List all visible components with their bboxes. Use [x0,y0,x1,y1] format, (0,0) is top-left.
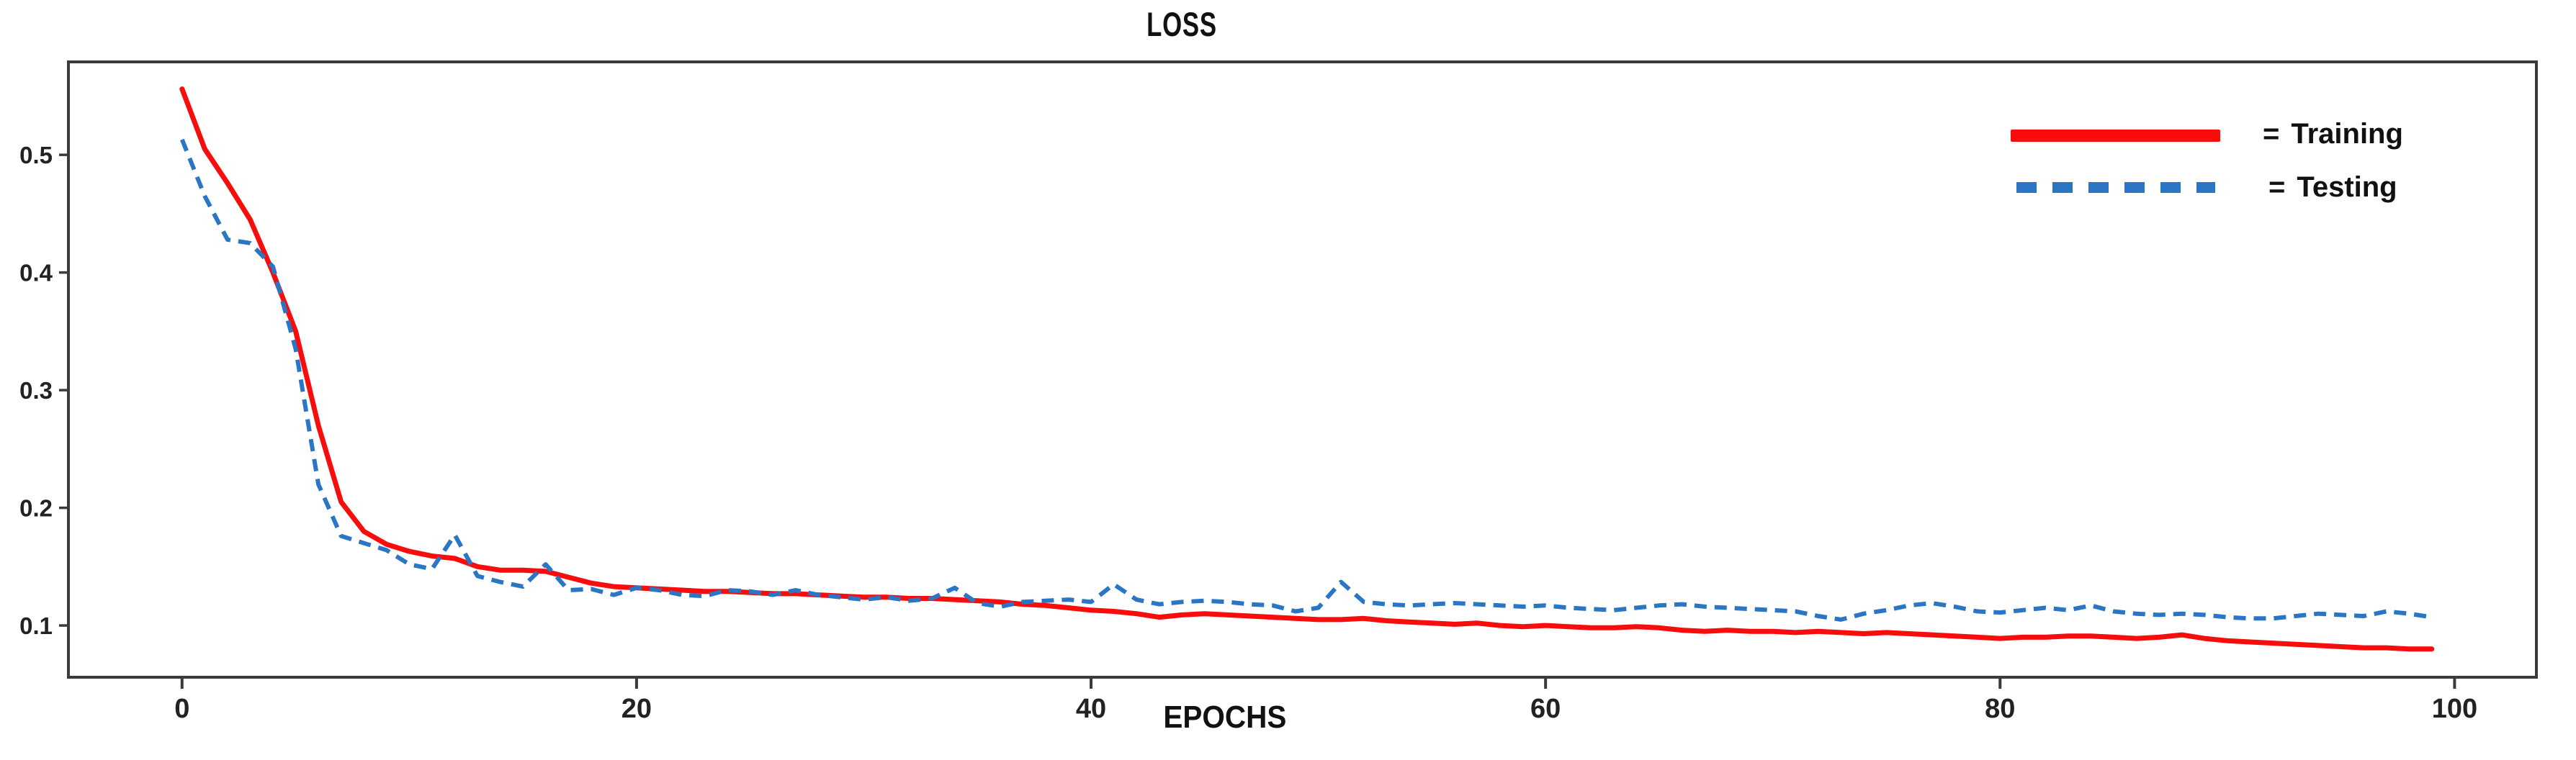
x-axis-label: EPOCHS [1081,700,1369,736]
testing-line [180,138,2433,622]
legend-item-training: = Training [2263,117,2403,150]
x-tick-label: 20 [621,694,652,724]
y-tick-label: 0.3 [19,377,53,404]
x-axis-ticks: 0 20 40 60 80 100 [174,677,2477,724]
legend-label-training: Training [2291,118,2403,150]
y-tick-label: 0.5 [19,142,53,168]
legend-equals-testing: = [2268,171,2286,203]
x-tick-label: 100 [2432,694,2477,724]
plot-frame [67,60,2538,679]
legend-swatch-training-line [2011,130,2220,142]
legend-swatch-testing-line [2016,182,2215,193]
training-line [179,86,2435,652]
legend-label-testing: Testing [2297,171,2397,203]
x-axis-label-text: EPOCHS [1163,700,1287,735]
x-tick-label: 40 [1076,694,1106,724]
y-axis-ticks: 0.1 0.2 0.3 0.4 0.5 [19,142,68,639]
chart-title: LOSS [1038,4,1326,44]
legend-item-testing: = Testing [2268,171,2397,204]
y-tick-label: 0.1 [19,612,53,639]
x-tick-label: 80 [1985,694,2015,724]
series-lines [179,86,2435,652]
legend-equals-training: = [2263,118,2280,150]
y-tick-label: 0.2 [19,495,53,522]
x-tick-label: 60 [1530,694,1561,724]
y-tick-label: 0.4 [19,260,53,286]
chart-title-text: LOSS [1146,5,1217,43]
x-tick-label: 0 [174,694,189,724]
